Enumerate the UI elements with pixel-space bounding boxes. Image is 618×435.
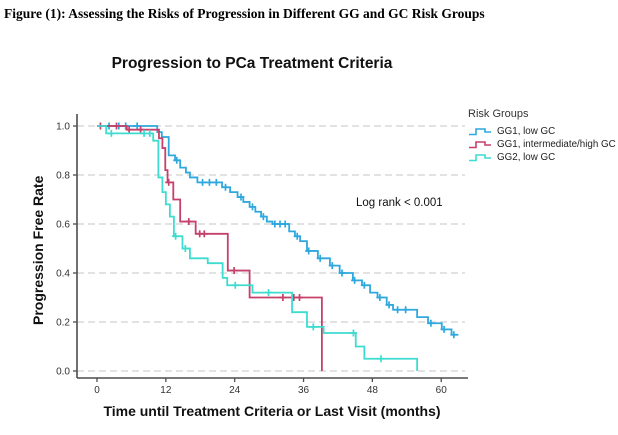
legend-item: GG1, low GC [468, 125, 616, 138]
km-step-glyph [469, 128, 491, 136]
legend: Risk Groups GG1, low GC GG1, intermediate… [468, 108, 616, 164]
survival-curve [97, 125, 419, 371]
y-tick-label: 0.0 [56, 367, 70, 378]
legend-title: Risk Groups [468, 108, 529, 120]
y-tick-label: 0.8 [56, 171, 70, 182]
y-tick-label: 0.2 [56, 318, 70, 329]
y-tick-label: 1.0 [56, 122, 70, 133]
x-tick-label: 36 [298, 385, 310, 395]
y-tick-label: 0.6 [56, 220, 70, 231]
x-axis-title: Time until Treatment Criteria or Last Vi… [103, 403, 441, 419]
legend-item-label: GG1, low GC [497, 126, 556, 137]
legend-item-label: GG1, intermediate/high GC [497, 139, 616, 150]
legend-item-label: GG2, low GC [497, 152, 556, 163]
x-tick-label: 0 [94, 385, 100, 395]
km-plot-area: 0 12 24 36 48 60 1.0 0.8 0.6 0.4 0.2 0.0 [56, 114, 468, 395]
y-tick-label: 0.4 [56, 269, 70, 280]
x-tick-label: 48 [367, 385, 379, 395]
figure-caption: Figure (1): Assessing the Risks of Progr… [4, 6, 485, 21]
x-tick-label: 24 [229, 385, 241, 395]
survival-curve [97, 125, 323, 371]
km-step-glyph [469, 141, 491, 149]
legend-item: GG1, intermediate/high GC [468, 138, 616, 151]
x-tick-label: 12 [160, 385, 172, 395]
chart-title: Progression to PCa Treatment Criteria [111, 55, 393, 72]
km-step-glyph [469, 154, 491, 162]
log-rank-annotation: Log rank < 0.001 [356, 197, 443, 209]
x-tick-label: 60 [436, 385, 448, 395]
legend-item: GG2, low GC [468, 151, 616, 164]
legend-items: GG1, low GC GG1, intermediate/high GC GG2,… [468, 125, 616, 164]
survival-curve [97, 125, 459, 336]
